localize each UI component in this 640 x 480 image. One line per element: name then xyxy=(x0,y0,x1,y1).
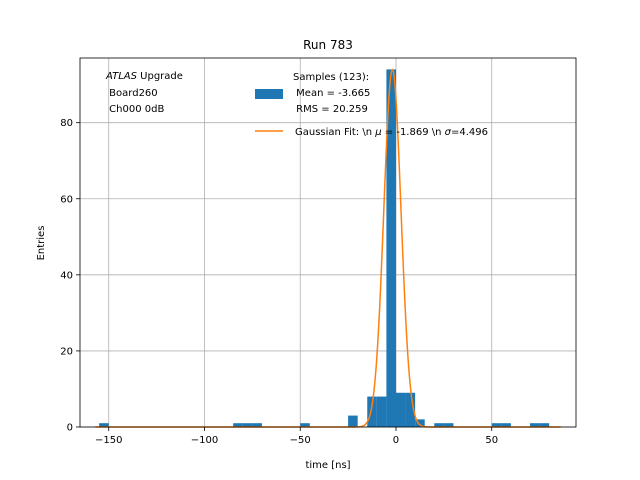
x-tick-label: −100 xyxy=(191,435,218,446)
histogram-bar xyxy=(415,419,425,427)
histogram-bars xyxy=(99,69,550,428)
histogram-bar xyxy=(530,423,540,427)
histogram-bar xyxy=(376,396,387,427)
y-tick-label: 60 xyxy=(60,194,73,205)
histogram-bar xyxy=(395,392,406,427)
histogram-bar xyxy=(348,415,358,427)
histogram-bar xyxy=(405,392,416,427)
legend-fit-prefix: Gaussian Fit: \n xyxy=(295,127,375,138)
legend-fit-mu-value: = -1.869 \n xyxy=(382,127,445,138)
legend-fit-sigma-value: =4.496 xyxy=(451,127,488,138)
histogram-bar xyxy=(367,396,377,427)
y-tick-label: 80 xyxy=(60,118,73,129)
legend-samples-line-1: Samples (123): xyxy=(293,72,369,83)
legend-fit-label: Gaussian Fit: \n μ = -1.869 \n σ=4.496 xyxy=(295,127,488,138)
gaussian-fit-line xyxy=(95,68,561,428)
legend-samples-line-2: Mean = -3.665 xyxy=(293,88,370,99)
histogram-bar xyxy=(386,69,396,428)
x-tick-label: 50 xyxy=(485,435,498,446)
legend-samples-line-3: RMS = 20.259 xyxy=(293,104,368,115)
y-tick-label: 0 xyxy=(67,423,73,434)
x-tick-label: −50 xyxy=(290,435,311,446)
histogram-bar xyxy=(491,423,502,427)
y-tick-label: 40 xyxy=(60,270,73,281)
legend-fit-sigma: σ xyxy=(445,127,452,138)
histogram-bar xyxy=(434,423,444,427)
y-axis-ticks: 0 20 40 60 80 xyxy=(60,118,80,434)
chart-title: Run 783 xyxy=(303,38,353,52)
annotation-atlas: ATLAS xyxy=(105,71,138,82)
annotation-line-1: ATLAS Upgrade xyxy=(105,71,183,82)
legend-fit-mu: μ xyxy=(374,127,381,138)
histogram-bar xyxy=(300,423,310,427)
y-tick-label: 20 xyxy=(60,346,73,357)
atlas-annotation: ATLAS Upgrade Board260 Ch000 0dB xyxy=(105,71,183,115)
annotation-upgrade: Upgrade xyxy=(137,71,183,82)
legend: Samples (123): Mean = -3.665 RMS = 20.25… xyxy=(255,72,488,138)
histogram-bar xyxy=(242,423,253,427)
annotation-line-2: Board260 xyxy=(106,88,158,99)
y-axis-label: Entries xyxy=(36,226,47,261)
histogram-bar xyxy=(501,423,511,427)
histogram-bar xyxy=(539,423,550,427)
annotation-line-3: Ch000 0dB xyxy=(106,104,164,115)
histogram-bar xyxy=(233,423,243,427)
x-tick-label: −150 xyxy=(95,435,122,446)
histogram-bar xyxy=(443,423,454,427)
plot-frame xyxy=(79,57,577,428)
histogram-bar xyxy=(252,423,262,427)
x-tick-label: 0 xyxy=(393,435,399,446)
legend-samples-swatch xyxy=(255,89,283,99)
x-axis-label: time [ns] xyxy=(305,460,350,471)
x-axis-ticks: −150 −100 −50 0 50 xyxy=(95,427,498,446)
histogram-bar xyxy=(99,423,109,427)
